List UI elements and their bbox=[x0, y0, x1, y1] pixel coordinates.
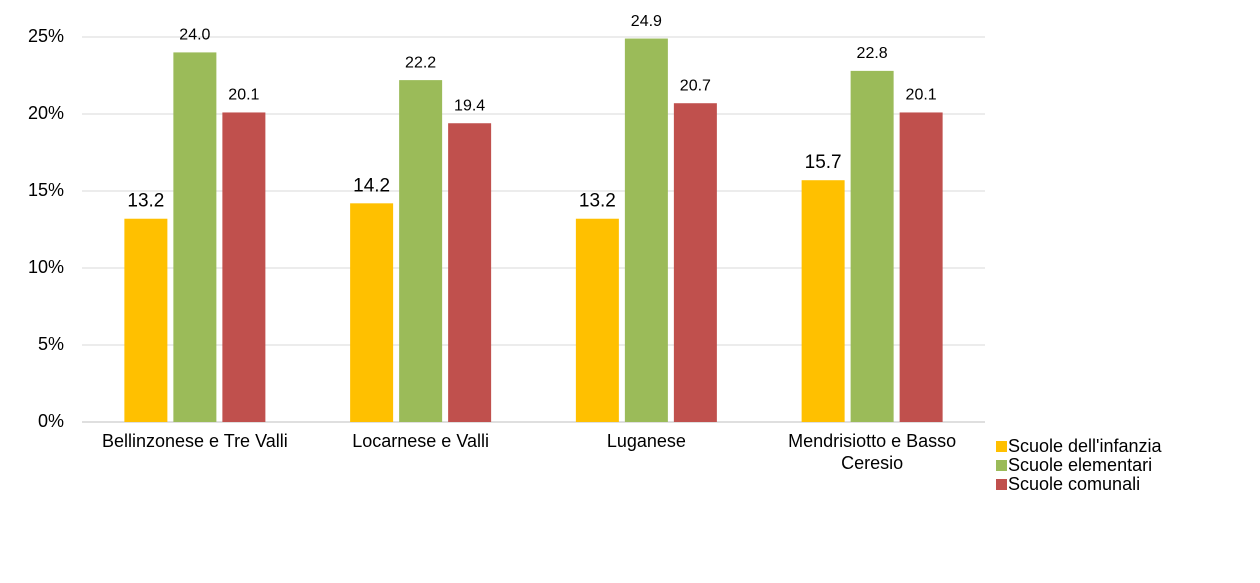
bar bbox=[124, 218, 168, 422]
bar bbox=[673, 103, 717, 422]
data-label: 13.2 bbox=[127, 191, 164, 212]
legend-label: Scuole comunali bbox=[1008, 474, 1140, 494]
x-tick-label: Locarnese e Valli bbox=[352, 431, 489, 451]
x-tick-label: Mendrisiotto e Basso Ceresio bbox=[788, 431, 956, 473]
bar bbox=[575, 218, 619, 422]
x-tick-label: Bellinzonese e Tre Valli bbox=[102, 431, 288, 451]
data-label: 20.1 bbox=[906, 87, 937, 104]
legend-label: Scuole dell'infanzia bbox=[1008, 436, 1163, 456]
data-label: 22.8 bbox=[857, 45, 888, 62]
bar bbox=[801, 180, 845, 422]
legend-label: Scuole elementari bbox=[1008, 455, 1152, 475]
data-label: 19.4 bbox=[454, 97, 485, 114]
data-label: 24.0 bbox=[179, 27, 210, 44]
y-tick-label: 10% bbox=[28, 257, 64, 277]
legend-swatch bbox=[996, 441, 1007, 452]
bar bbox=[448, 123, 492, 423]
data-label: 14.2 bbox=[353, 175, 390, 196]
y-tick-label: 25% bbox=[28, 26, 64, 46]
y-tick-label: 0% bbox=[38, 411, 64, 431]
bar bbox=[222, 112, 266, 423]
y-tick-label: 15% bbox=[28, 180, 64, 200]
bar bbox=[350, 203, 394, 422]
data-label: 13.2 bbox=[579, 191, 616, 212]
data-label: 24.9 bbox=[631, 13, 662, 30]
bar bbox=[173, 52, 217, 423]
bar bbox=[850, 70, 894, 422]
data-label: 22.2 bbox=[405, 54, 436, 71]
bar bbox=[899, 112, 943, 423]
y-tick-label: 20% bbox=[28, 103, 64, 123]
bar bbox=[624, 38, 668, 422]
y-tick-label: 5% bbox=[38, 334, 64, 354]
x-tick-label: Luganese bbox=[607, 431, 686, 451]
legend-swatch bbox=[996, 479, 1007, 490]
data-label: 20.1 bbox=[228, 87, 259, 104]
data-label: 20.7 bbox=[680, 77, 711, 94]
legend-swatch bbox=[996, 460, 1007, 471]
bar bbox=[399, 80, 443, 423]
data-label: 15.7 bbox=[805, 152, 842, 173]
